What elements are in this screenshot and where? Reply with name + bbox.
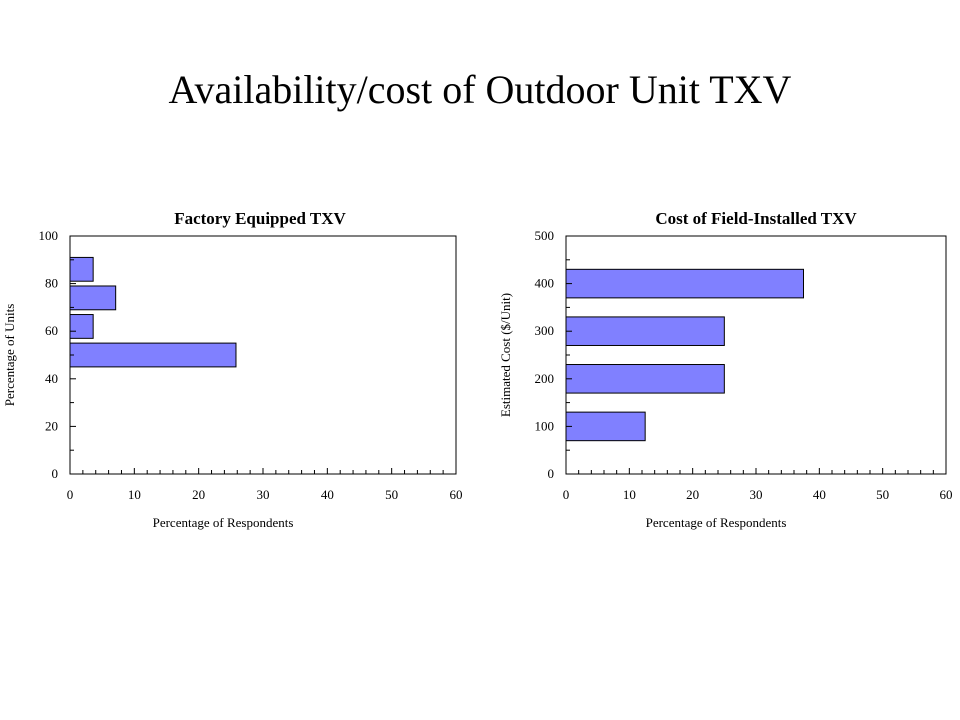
x-tick-label: 10	[623, 487, 636, 502]
x-tick-label: 40	[321, 487, 334, 502]
bar-2	[69, 285, 117, 311]
y-axis-label: Percentage of Units	[2, 304, 17, 407]
y-tick-label: 80	[45, 276, 58, 291]
x-tick-label: 60	[940, 487, 953, 502]
x-tick-label: 0	[67, 487, 74, 502]
slide-title: Availability/cost of Outdoor Unit TXV	[168, 67, 792, 112]
y-tick-label: 0	[52, 466, 59, 481]
x-tick-label: 0	[563, 487, 570, 502]
x-tick-label: 10	[128, 487, 141, 502]
x-tick-label: 50	[385, 487, 398, 502]
bar-3	[565, 268, 804, 299]
bar-1	[565, 364, 725, 394]
x-axis-label: Percentage of Respondents	[153, 515, 294, 530]
x-tick-label: 30	[257, 487, 270, 502]
y-tick-label: 20	[45, 418, 58, 433]
chart-title: Cost of Field-Installed TXV	[655, 209, 857, 228]
y-axis-label: Estimated Cost ($/Unit)	[498, 293, 513, 417]
y-tick-label: 40	[45, 371, 58, 386]
y-tick-label: 100	[39, 228, 59, 243]
y-tick-label: 60	[45, 323, 58, 338]
x-tick-label: 30	[750, 487, 763, 502]
field-installed-cost-chart: Cost of Field-Installed TXV 0 10 20 30 40 50 60…	[498, 209, 953, 530]
y-tick-label: 100	[535, 418, 555, 433]
bar-0	[565, 411, 646, 442]
chart-title: Factory Equipped TXV	[174, 209, 346, 228]
x-axis-label: Percentage of Respondents	[646, 515, 787, 530]
y-tick-label: 300	[535, 323, 555, 338]
bar-0	[69, 342, 237, 368]
y-tick-label: 200	[535, 371, 555, 386]
bar-3	[69, 256, 94, 282]
x-tick-label: 20	[192, 487, 205, 502]
y-tick-label: 400	[535, 276, 555, 291]
bar-2	[565, 316, 725, 346]
x-tick-label: 60	[450, 487, 463, 502]
factory-equipped-chart: Factory Equipped TXV 0 10 20 30 40 50 60 0 20 40 60…	[2, 209, 463, 530]
bar-1	[69, 314, 94, 339]
x-tick-label: 50	[876, 487, 889, 502]
y-tick-label: 0	[548, 466, 555, 481]
x-tick-label: 40	[813, 487, 826, 502]
y-tick-label: 500	[535, 228, 555, 243]
x-tick-label: 20	[686, 487, 699, 502]
